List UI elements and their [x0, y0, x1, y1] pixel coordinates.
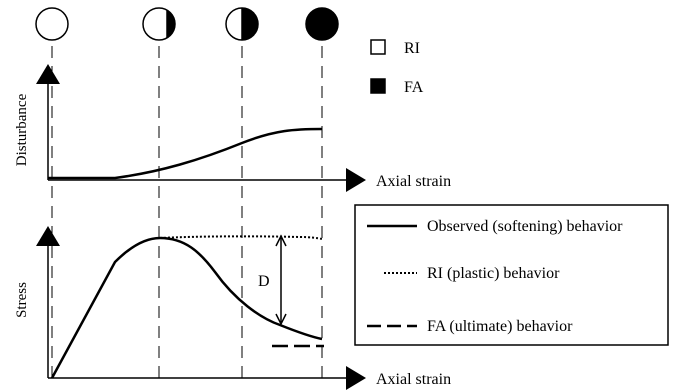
ri-legend-label: RI — [404, 40, 420, 57]
ri-swatch-icon — [370, 39, 386, 55]
behavior-legend-box — [354, 204, 669, 346]
phase-guide-lines — [51, 46, 323, 378]
phase-circle-small-fa — [142, 7, 176, 41]
state-legend: RI FA — [370, 39, 424, 96]
disturbance-x-label: Axial strain — [376, 173, 451, 190]
fa-legend-label: FA — [404, 79, 424, 96]
disturbance-plot: Disturbance Axial strain — [14, 64, 451, 192]
ri-behavior-legend-label: RI (plastic) behavior — [427, 265, 560, 282]
phase-circle-fa — [305, 7, 339, 41]
disturbance-y-label: Disturbance — [14, 93, 30, 166]
stress-plot: D Stress Axial strain — [14, 226, 451, 390]
ri-plastic-curve — [159, 235, 323, 240]
d-gap-arrow-icon — [275, 234, 287, 326]
stress-x-label: Axial strain — [376, 371, 451, 388]
phase-circle-ri — [35, 7, 69, 41]
observed-legend-label: Observed (softening) behavior — [427, 218, 623, 235]
stress-y-label: Stress — [14, 282, 30, 318]
stress-x-arrow-icon — [346, 366, 366, 390]
disturbance-curve — [48, 127, 323, 180]
behavior-legend: Observed (softening) behavior RI (plasti… — [354, 204, 669, 346]
disturbance-x-arrow-icon — [346, 168, 366, 192]
fa-behavior-legend-label: FA (ultimate) behavior — [427, 318, 573, 335]
phase-circle-half-fa — [225, 7, 259, 41]
disturbance-y-arrow-icon — [36, 64, 60, 84]
observed-softening-curve — [50, 236, 323, 379]
d-gap-label: D — [258, 273, 270, 290]
phase-circles — [35, 7, 339, 41]
fa-swatch-icon — [370, 78, 386, 94]
stress-y-arrow-icon — [36, 226, 60, 246]
